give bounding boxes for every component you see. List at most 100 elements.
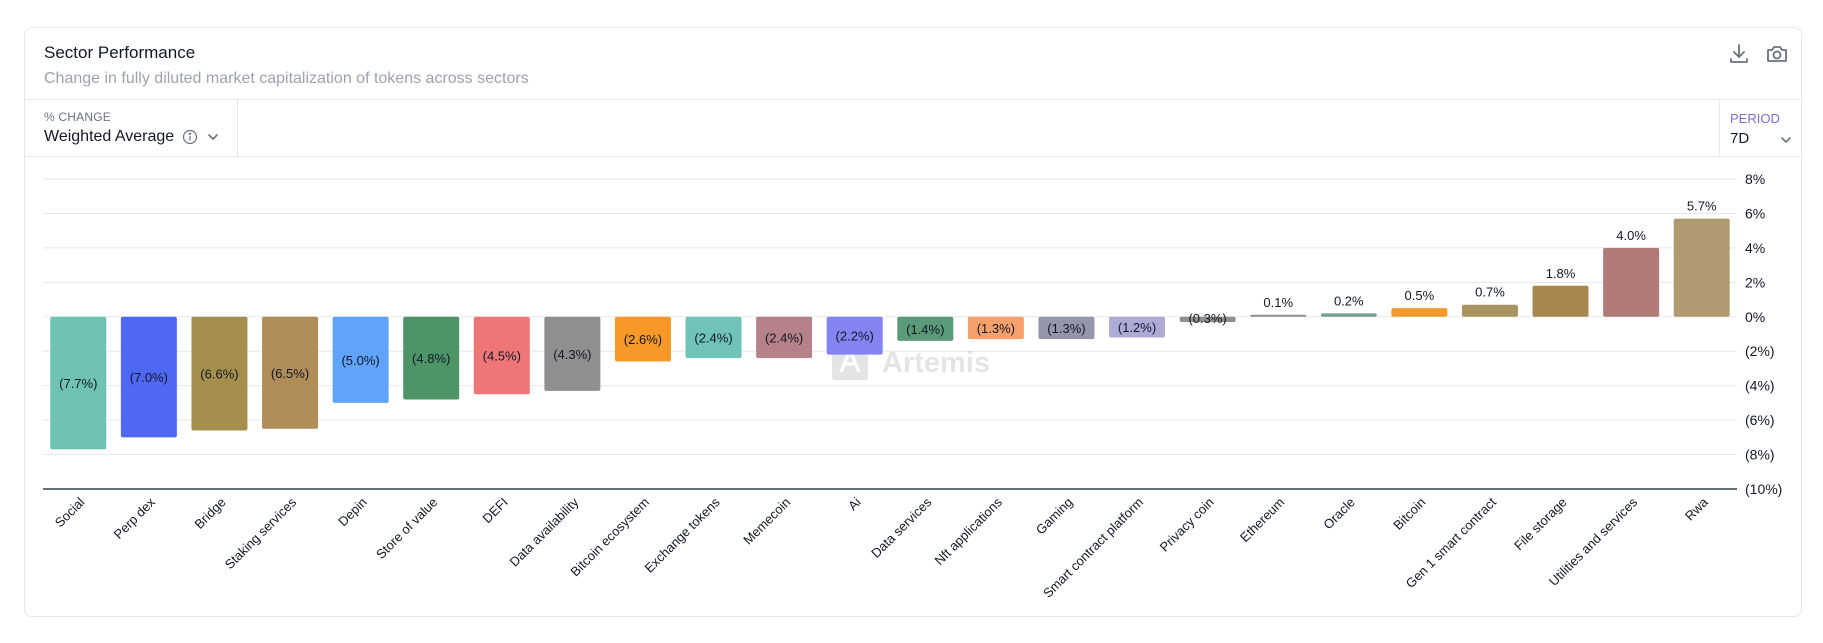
bar-value-label: (1.3%) xyxy=(977,321,1015,336)
bar[interactable] xyxy=(826,316,883,355)
bar[interactable] xyxy=(544,316,601,391)
x-tick-label: Oracle xyxy=(1320,495,1358,533)
y-tick-label: 4% xyxy=(1745,240,1765,256)
bar-value-label: 4.0% xyxy=(1616,228,1646,243)
bar-value-label: (2.6%) xyxy=(624,332,662,347)
info-icon[interactable] xyxy=(182,129,198,145)
metric-value: Weighted Average xyxy=(44,128,175,145)
bar[interactable] xyxy=(1391,308,1448,317)
bar[interactable] xyxy=(473,316,530,395)
period-label: PERIOD xyxy=(1730,111,1780,126)
bar-value-label: (4.5%) xyxy=(483,349,521,364)
y-tick-label: 2% xyxy=(1745,274,1765,290)
x-tick-label: Bitcoin ecosystem xyxy=(567,495,652,580)
bar[interactable] xyxy=(1603,247,1660,317)
x-tick-label: Staking services xyxy=(222,494,300,572)
x-tick-label: Bitcoin xyxy=(1390,495,1428,533)
bar[interactable] xyxy=(897,316,954,341)
x-tick-label: Privacy coin xyxy=(1157,495,1217,555)
card-title: Sector Performance xyxy=(44,43,196,62)
bar-value-label: (1.2%) xyxy=(1118,320,1156,335)
bar-value-label: (6.6%) xyxy=(200,367,238,382)
watermark-text: Artemis xyxy=(882,347,990,379)
period-chevron-down-icon[interactable] xyxy=(1779,133,1793,147)
bar[interactable] xyxy=(1461,304,1518,317)
x-tick-label: Social xyxy=(52,494,88,530)
x-tick-label: Store of value xyxy=(373,495,440,562)
x-tick-label: Memecoin xyxy=(740,495,793,548)
camera-icon[interactable] xyxy=(1765,42,1789,66)
bar-value-label: 5.7% xyxy=(1687,199,1717,214)
x-tick-label: Gaming xyxy=(1033,495,1076,538)
bar[interactable] xyxy=(1673,218,1730,317)
x-tick-label: DEFI xyxy=(479,495,511,527)
bar-value-label: (7.0%) xyxy=(130,370,168,385)
bar[interactable] xyxy=(262,316,319,429)
x-tick-label: Ethereum xyxy=(1237,495,1287,545)
y-tick-label: (2%) xyxy=(1745,343,1775,359)
bar-value-label: (2.4%) xyxy=(765,330,803,345)
bar[interactable] xyxy=(685,316,742,359)
bar-value-label: (2.2%) xyxy=(836,329,874,344)
bar[interactable] xyxy=(1038,316,1095,340)
bar-value-label: 0.2% xyxy=(1334,293,1364,308)
x-tick-label: Depin xyxy=(335,495,370,530)
bar-value-label: (5.0%) xyxy=(341,353,379,368)
y-tick-label: (10%) xyxy=(1745,481,1782,497)
bar-value-label: (4.3%) xyxy=(553,347,591,362)
x-tick-label: Rwa xyxy=(1682,494,1712,524)
bar[interactable] xyxy=(120,316,177,438)
y-tick-label: 8% xyxy=(1745,171,1765,187)
period-selector[interactable]: PERIOD 7D xyxy=(1719,100,1801,156)
bar[interactable] xyxy=(1320,313,1377,317)
x-tick-label: Exchange tokens xyxy=(642,494,723,575)
x-tick-label: Ai xyxy=(845,494,864,513)
bar[interactable] xyxy=(191,316,248,431)
bar-value-label: 0.5% xyxy=(1405,288,1435,303)
x-tick-label: Data services xyxy=(868,494,935,561)
x-tick-label: File storage xyxy=(1511,495,1570,554)
chart-controls: % CHANGE Weighted Average PERIOD 7D xyxy=(25,99,1801,157)
bar[interactable] xyxy=(756,316,813,359)
x-tick-label: Nft applications xyxy=(932,494,1006,568)
x-tick-label: Perp dex xyxy=(111,494,159,542)
y-tick-label: (6%) xyxy=(1745,412,1775,428)
bar-value-label: 1.8% xyxy=(1546,266,1576,281)
x-tick-label: Bridge xyxy=(191,495,228,532)
bar-value-label: (4.8%) xyxy=(412,351,450,366)
metric-label: % CHANGE xyxy=(44,110,111,124)
bar-value-label: (1.3%) xyxy=(1047,321,1085,336)
bar-value-label: (7.7%) xyxy=(59,376,97,391)
bar-value-label: (1.4%) xyxy=(906,322,944,337)
y-tick-label: (8%) xyxy=(1745,447,1775,463)
bar[interactable] xyxy=(967,316,1024,340)
bar[interactable] xyxy=(1109,316,1166,338)
x-tick-label: Data availability xyxy=(507,494,582,569)
card-toolbar xyxy=(1727,42,1789,66)
value-labels: (7.7%) (7.0%) (6.6%) (6.5%) (5.0%) (4.8%) (4.5… xyxy=(59,199,1717,391)
bar[interactable] xyxy=(614,316,671,362)
bar-value-label: 0.1% xyxy=(1263,295,1293,310)
download-icon[interactable] xyxy=(1727,42,1751,66)
card-subtitle: Change in fully diluted market capitaliz… xyxy=(44,70,529,87)
chevron-down-icon[interactable] xyxy=(206,130,220,144)
gridlines xyxy=(43,178,1737,456)
bar-value-label: (6.5%) xyxy=(271,366,309,381)
bar[interactable] xyxy=(403,316,460,400)
bar[interactable] xyxy=(1250,314,1307,317)
bar-value-label: 0.7% xyxy=(1475,285,1505,300)
bar[interactable] xyxy=(50,316,107,450)
bars xyxy=(50,218,1730,450)
bar[interactable] xyxy=(1532,285,1589,317)
period-value: 7D xyxy=(1730,130,1750,147)
y-tick-label: (4%) xyxy=(1745,378,1775,394)
bar-value-label: (0.3%) xyxy=(1188,311,1226,326)
y-tick-label: 0% xyxy=(1745,309,1765,325)
metric-selector[interactable]: % CHANGE Weighted Average xyxy=(25,100,238,156)
bar-value-label: (2.4%) xyxy=(694,330,732,345)
y-tick-label: 6% xyxy=(1745,205,1765,221)
bar[interactable] xyxy=(1179,316,1236,322)
bar[interactable] xyxy=(332,316,389,403)
